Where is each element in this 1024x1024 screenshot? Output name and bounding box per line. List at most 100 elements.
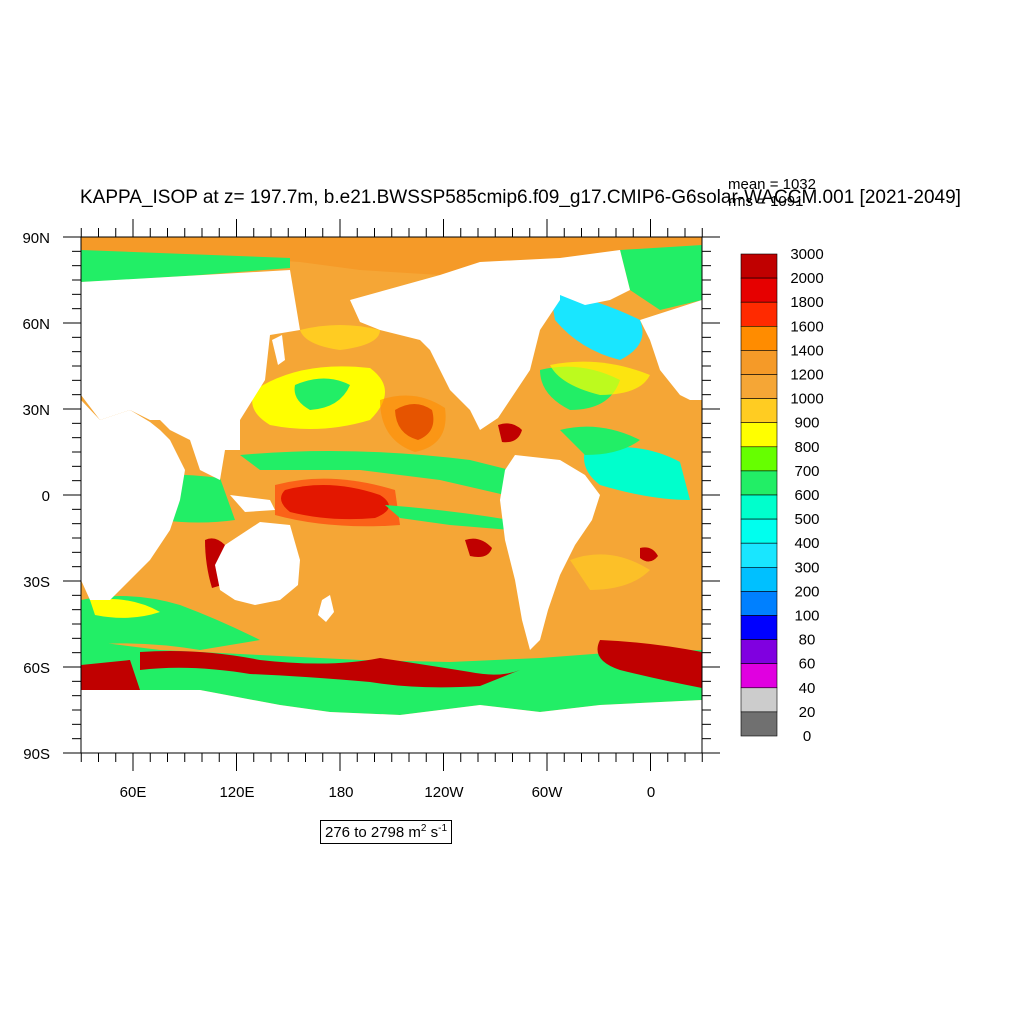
colorbar-label: 100 bbox=[794, 608, 819, 625]
colorbar-label: 500 bbox=[794, 511, 819, 528]
range-unit-mid: s bbox=[426, 824, 439, 841]
equatorial-green-south bbox=[385, 505, 510, 530]
map-plot-area bbox=[81, 237, 702, 753]
lat-label-90s: 90S bbox=[23, 746, 50, 763]
colorbar-label: 40 bbox=[799, 680, 816, 697]
colorbar-label: 0 bbox=[803, 728, 811, 745]
arctic-green-region bbox=[81, 250, 290, 282]
range-unit-exponent-1: 2 bbox=[420, 823, 427, 834]
colorbar-labels: 3000200018001600140012001000900800700600… bbox=[790, 246, 823, 745]
colorbar-swatch bbox=[740, 446, 778, 472]
colorbar-swatch bbox=[740, 350, 778, 375]
island-madagascar bbox=[98, 535, 110, 565]
south-atlantic-yellow-patch bbox=[570, 554, 650, 590]
colorbar-label: 200 bbox=[794, 583, 819, 600]
colorbar-label: 800 bbox=[794, 439, 819, 456]
continent-north-america bbox=[350, 258, 560, 430]
colorbar-swatch bbox=[740, 591, 778, 616]
arctic-green-east bbox=[620, 245, 702, 310]
colorbar-label: 900 bbox=[794, 415, 819, 432]
lon-axis-labels: 60E 120E 180 120W 60W 0 bbox=[120, 784, 656, 801]
colorbar-label: 3000 bbox=[790, 246, 823, 263]
lon-label-0: 0 bbox=[647, 784, 655, 801]
data-range-box: 276 to 2798 m2 s-1 bbox=[320, 820, 453, 844]
colorbar bbox=[740, 253, 778, 737]
lat-label-60n: 60N bbox=[22, 316, 50, 333]
continent-eurasia bbox=[81, 270, 300, 480]
north-pacific-upper-yellow bbox=[300, 325, 380, 350]
southern-ocean-red-band bbox=[140, 651, 520, 688]
colorbar-swatch bbox=[740, 615, 778, 640]
arctic-orange-region bbox=[81, 237, 702, 275]
colorbar-label: 700 bbox=[794, 463, 819, 480]
rms-label: rms = 1091 bbox=[728, 193, 804, 210]
equatorial-green-band bbox=[240, 451, 510, 495]
continent-antarctica bbox=[81, 690, 702, 753]
island-indonesia bbox=[230, 495, 275, 512]
north-atlantic-cyan-region bbox=[550, 290, 643, 360]
colorbar-label: 1000 bbox=[790, 391, 823, 408]
continent-greenland bbox=[560, 250, 630, 305]
lat-label-30s: 30S bbox=[23, 574, 50, 591]
colorbar-label: 1400 bbox=[790, 342, 823, 359]
tropical-atlantic-cyan-region bbox=[584, 446, 690, 500]
north-pacific-green-patch bbox=[294, 378, 350, 410]
colorbar-swatch bbox=[740, 566, 778, 592]
lat-label-eq: 0 bbox=[42, 488, 50, 505]
colorbar-label: 1600 bbox=[790, 318, 823, 335]
continent-south-america bbox=[500, 455, 600, 650]
colorbar-label: 1800 bbox=[790, 294, 823, 311]
colorbar-swatch bbox=[740, 277, 778, 303]
south-atlantic-red-patch bbox=[640, 547, 658, 562]
lon-label-120e: 120E bbox=[219, 784, 254, 801]
south-indian-yellow-patch bbox=[90, 598, 160, 618]
lon-label-60w: 60W bbox=[532, 784, 564, 801]
colorbar-swatch bbox=[740, 518, 778, 544]
colorbar-swatch bbox=[740, 325, 778, 351]
range-unit-exponent-2: -1 bbox=[438, 823, 448, 834]
continent-europe-west bbox=[640, 300, 702, 400]
island-japan bbox=[272, 335, 285, 365]
range-text: 276 to 2798 m bbox=[325, 824, 421, 841]
colorbar-swatch bbox=[740, 711, 778, 737]
colorbar-label: 300 bbox=[794, 559, 819, 576]
colorbar-swatch bbox=[740, 687, 778, 713]
colorbar-label: 2000 bbox=[790, 270, 823, 287]
north-pacific-orange-gyre bbox=[380, 395, 446, 452]
tropical-atlantic-green-region bbox=[560, 426, 640, 455]
southern-ocean-red-west bbox=[81, 660, 140, 690]
colorbar-swatch bbox=[740, 542, 778, 568]
lat-axis-labels: 90N 60N 30N 0 30S 60S 90S bbox=[22, 230, 50, 763]
colorbar-swatch bbox=[740, 374, 778, 399]
colorbar-label: 1200 bbox=[790, 367, 823, 384]
colorbar-label: 400 bbox=[794, 535, 819, 552]
stats-block: mean = 1032 rms = 1091 bbox=[728, 176, 816, 210]
colorbar-swatch bbox=[740, 639, 778, 664]
colorbar-label: 20 bbox=[799, 704, 816, 721]
lon-label-60e: 60E bbox=[120, 784, 147, 801]
colorbar-swatch bbox=[740, 422, 778, 448]
lat-label-60s: 60S bbox=[23, 660, 50, 677]
equatorial-orange-tongue bbox=[275, 478, 400, 527]
north-atlantic-yellow-region bbox=[550, 361, 650, 395]
colorbar-label: 60 bbox=[799, 656, 816, 673]
lat-label-30n: 30N bbox=[22, 402, 50, 419]
gulf-of-mexico-red-patch bbox=[498, 423, 522, 443]
island-new-zealand bbox=[318, 595, 334, 622]
lon-label-120w: 120W bbox=[424, 784, 464, 801]
lat-label-90n: 90N bbox=[22, 230, 50, 247]
colorbar-swatch bbox=[740, 301, 778, 327]
colorbar-swatch bbox=[740, 470, 778, 496]
colorbar-swatch bbox=[740, 663, 778, 689]
colorbar-swatch bbox=[740, 253, 778, 279]
south-pacific-red-patch bbox=[465, 538, 492, 557]
continent-australia bbox=[215, 522, 300, 605]
plot-title: KAPPA_ISOP at z= 197.7m, b.e21.BWSSP585c… bbox=[80, 187, 961, 208]
southern-ocean-red-band-east bbox=[597, 640, 702, 688]
lon-label-180: 180 bbox=[328, 784, 353, 801]
colorbar-swatch bbox=[740, 398, 778, 424]
colorbar-label: 80 bbox=[799, 632, 816, 649]
axis-ticks bbox=[63, 219, 720, 771]
colorbar-label: 600 bbox=[794, 487, 819, 504]
